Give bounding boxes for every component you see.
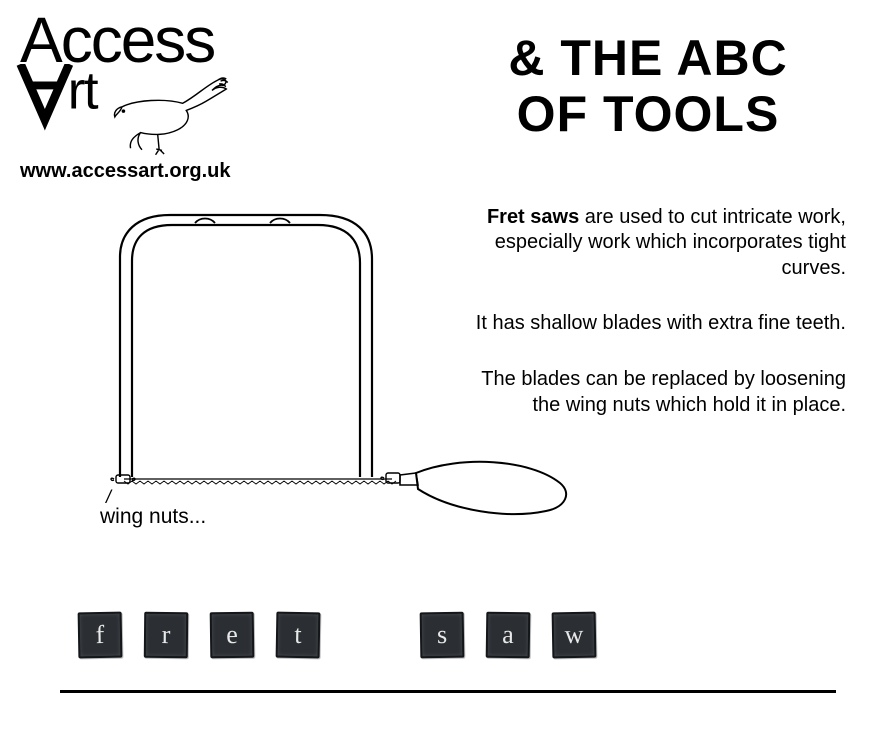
tile-s: s — [420, 612, 465, 659]
tile-w: w — [552, 612, 597, 659]
tile-f: f — [78, 612, 123, 659]
logo-art-bird-icon: rt — [12, 64, 232, 164]
wingnut-label: wing nuts... — [100, 505, 206, 529]
letter-tiles-row: f r e t s a w — [78, 612, 596, 658]
page-root: Access rt — [0, 0, 876, 729]
fretsaw-icon — [60, 197, 600, 537]
title-block: & THE ABC OF TOOLS — [440, 12, 856, 142]
logo-word-access: Access — [20, 12, 410, 70]
title-line-2: OF TOOLS — [440, 86, 856, 142]
body-row: / wing nuts... Fret saws are used to cut… — [20, 205, 856, 542]
tile-a: a — [486, 612, 531, 659]
tile-r: r — [144, 612, 188, 658]
tile-e: e — [210, 612, 255, 659]
svg-text:rt: rt — [68, 64, 99, 120]
logo-block: Access rt — [20, 12, 410, 183]
illustration-column: / wing nuts... — [20, 205, 450, 542]
logo-bottom-row: rt — [20, 70, 410, 164]
bottom-separator — [60, 690, 836, 693]
tile-t: t — [276, 612, 321, 659]
title-line-1: & THE ABC — [440, 30, 856, 86]
header-row: Access rt — [20, 12, 856, 183]
tile-gap — [342, 612, 398, 658]
logo-url: www.accessart.org.uk — [20, 160, 410, 183]
